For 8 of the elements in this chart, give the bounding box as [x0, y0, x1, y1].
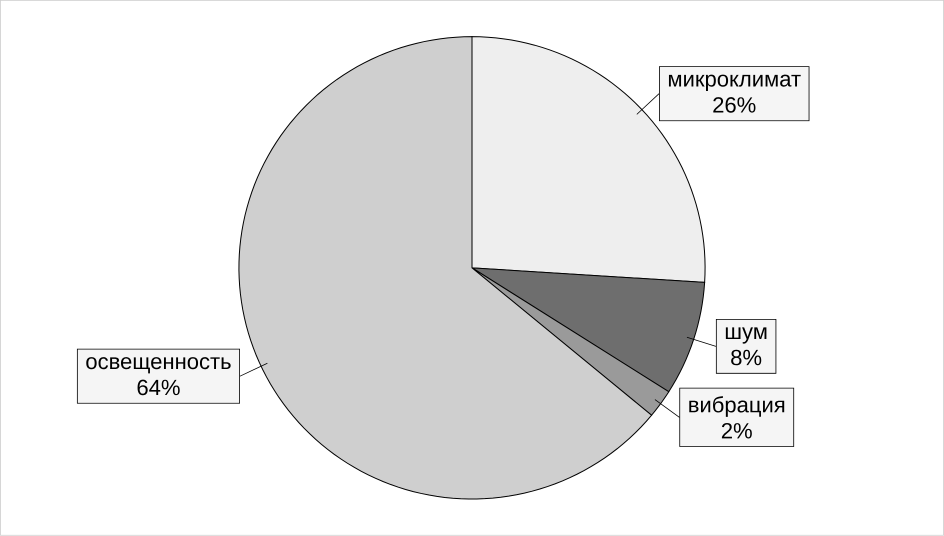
data-label: 8% — [731, 350, 762, 366]
slice-label: освещенность — [86, 357, 231, 374]
data-label: 64% — [138, 380, 180, 396]
data-label: 2% — [722, 423, 752, 439]
data-label: 26% — [713, 97, 756, 113]
slice-label: вибрация — [689, 396, 784, 417]
slice-label: шум — [726, 328, 766, 344]
slice-label: микроклимат — [668, 74, 801, 92]
